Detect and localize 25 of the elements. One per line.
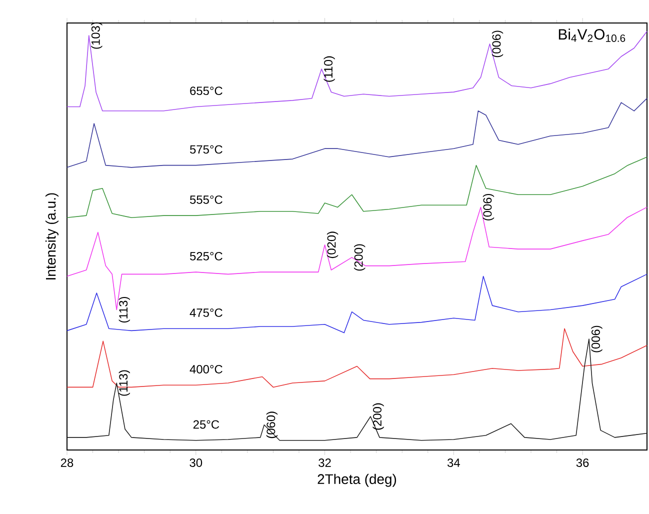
x-axis-title: 2Theta (deg) [318, 474, 396, 487]
series-label: 575°C [190, 145, 222, 154]
series-label: 555°C [190, 195, 222, 204]
annotation: (200) [354, 244, 366, 271]
annotation: (113) [118, 297, 130, 323]
series-label: 475°C [190, 308, 222, 317]
annotation: (113) [118, 370, 130, 396]
x-tick-label: 36 [576, 458, 589, 467]
annotation: (006) [591, 326, 602, 352]
annotation: (006) [482, 194, 494, 220]
annotation: (060) [266, 412, 278, 438]
y-axis-title: Intensity (a.u.) [45, 193, 58, 280]
annotation: (110) [324, 56, 335, 82]
series-label: 655°C [190, 86, 222, 96]
x-tick-label: 32 [318, 458, 331, 467]
x-tick-label: 28 [60, 458, 74, 467]
annotation: Bi$_{4}$V$_{2}$O$_{10.6}$ [558, 28, 626, 42]
series-label: 400°C [190, 364, 222, 374]
annotation: (020) [326, 232, 338, 258]
annotation: (006) [492, 30, 504, 58]
x-tick-label: 34 [447, 458, 460, 467]
series-label: 525°C [190, 252, 222, 260]
series-label: 25°C [193, 420, 220, 429]
x-tick-label: 30 [190, 458, 202, 467]
annotation: (200) [372, 403, 384, 430]
